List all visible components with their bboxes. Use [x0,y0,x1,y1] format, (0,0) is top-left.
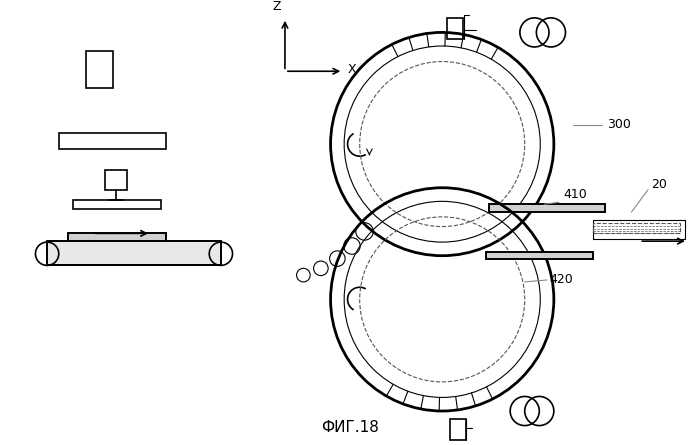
Bar [489,204,605,212]
Bar [486,252,593,259]
Bar [486,252,593,259]
Text: 410: 410 [563,188,587,201]
Bar [47,241,221,265]
Bar [59,134,166,149]
Text: 20: 20 [651,178,667,191]
Bar [450,419,466,440]
Bar [69,233,166,241]
Text: Z: Z [273,0,282,13]
Bar [69,233,166,241]
Bar [73,200,161,209]
Bar [593,222,680,233]
Text: 300: 300 [607,118,631,131]
Text: 420: 420 [549,274,572,287]
Bar [47,241,221,265]
Bar [593,220,685,239]
Bar [489,204,605,212]
Bar [106,170,127,190]
Bar [86,51,113,88]
Text: ФИГ.18: ФИГ.18 [321,420,379,435]
Bar [447,18,463,39]
Text: X: X [348,63,356,76]
